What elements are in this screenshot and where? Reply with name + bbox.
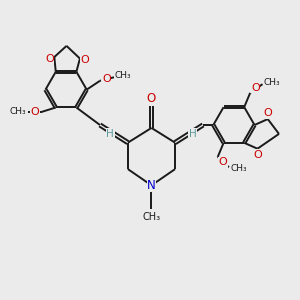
Text: CH₃: CH₃ — [10, 107, 26, 116]
Text: O: O — [253, 150, 262, 160]
Text: O: O — [102, 74, 111, 84]
Text: O: O — [81, 55, 89, 65]
Text: O: O — [219, 157, 227, 167]
Text: CH₃: CH₃ — [115, 71, 131, 80]
Text: N: N — [147, 179, 156, 192]
Text: O: O — [147, 92, 156, 105]
Text: CH₃: CH₃ — [230, 164, 247, 173]
Text: O: O — [263, 108, 272, 118]
Text: O: O — [251, 83, 260, 93]
Text: H: H — [106, 129, 114, 139]
Text: H: H — [189, 129, 196, 139]
Text: CH₃: CH₃ — [142, 212, 160, 222]
Text: O: O — [31, 107, 40, 117]
Text: CH₃: CH₃ — [264, 78, 280, 87]
Text: O: O — [45, 53, 54, 64]
